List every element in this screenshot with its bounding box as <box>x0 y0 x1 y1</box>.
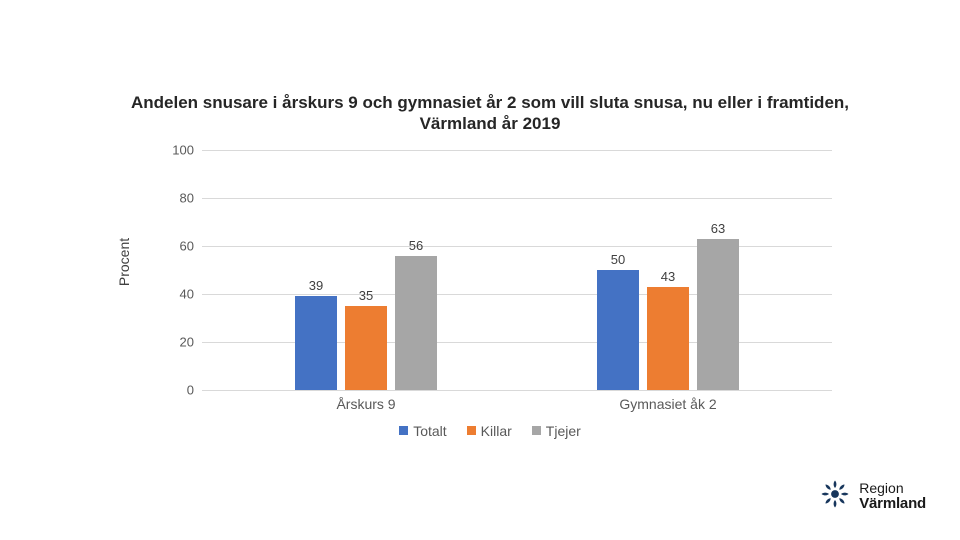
bar: 63 <box>697 239 739 390</box>
y-tick: 20 <box>180 335 202 350</box>
y-tick: 100 <box>172 143 202 158</box>
x-tick-label: Årskurs 9 <box>336 390 395 412</box>
bar-value-label: 50 <box>611 252 625 270</box>
bar-value-label: 43 <box>661 269 675 287</box>
y-axis-label: Procent <box>116 238 132 286</box>
bar: 56 <box>395 256 437 390</box>
logo-line2: Värmland <box>859 496 926 512</box>
logo-line1: Region <box>859 481 926 496</box>
grid-line <box>202 150 832 151</box>
bar-value-label: 56 <box>409 238 423 256</box>
bar-value-label: 63 <box>711 221 725 239</box>
legend-label: Killar <box>481 423 512 439</box>
bar: 35 <box>345 306 387 390</box>
x-tick-label: Gymnasiet åk 2 <box>619 390 716 412</box>
y-tick: 0 <box>187 383 202 398</box>
legend: Totalt Killar Tjejer <box>130 422 850 439</box>
y-tick: 80 <box>180 191 202 206</box>
chart-title: Andelen snusare i årskurs 9 och gymnasie… <box>130 92 850 135</box>
bar-value-label: 39 <box>309 278 323 296</box>
bar: 43 <box>647 287 689 390</box>
legend-swatch <box>399 426 408 435</box>
legend-label: Tjejer <box>546 423 581 439</box>
legend-item: Tjejer <box>532 423 581 439</box>
chart: Andelen snusare i årskurs 9 och gymnasie… <box>130 92 850 432</box>
slide: Andelen snusare i årskurs 9 och gymnasie… <box>0 0 960 540</box>
plot-area: 020406080100393556Årskurs 9504363Gymnasi… <box>202 150 832 390</box>
legend-swatch <box>467 426 476 435</box>
region-varmland-logo: Region Värmland <box>820 479 926 514</box>
legend-item: Killar <box>467 423 512 439</box>
y-tick: 40 <box>180 287 202 302</box>
bar: 50 <box>597 270 639 390</box>
logo-text: Region Värmland <box>859 481 926 511</box>
grid-line <box>202 390 832 391</box>
y-tick: 60 <box>180 239 202 254</box>
bar: 39 <box>295 296 337 390</box>
legend-swatch <box>532 426 541 435</box>
grid-line <box>202 198 832 199</box>
bar-value-label: 35 <box>359 288 373 306</box>
legend-label: Totalt <box>413 423 446 439</box>
legend-item: Totalt <box>399 423 446 439</box>
sun-icon <box>820 479 850 514</box>
